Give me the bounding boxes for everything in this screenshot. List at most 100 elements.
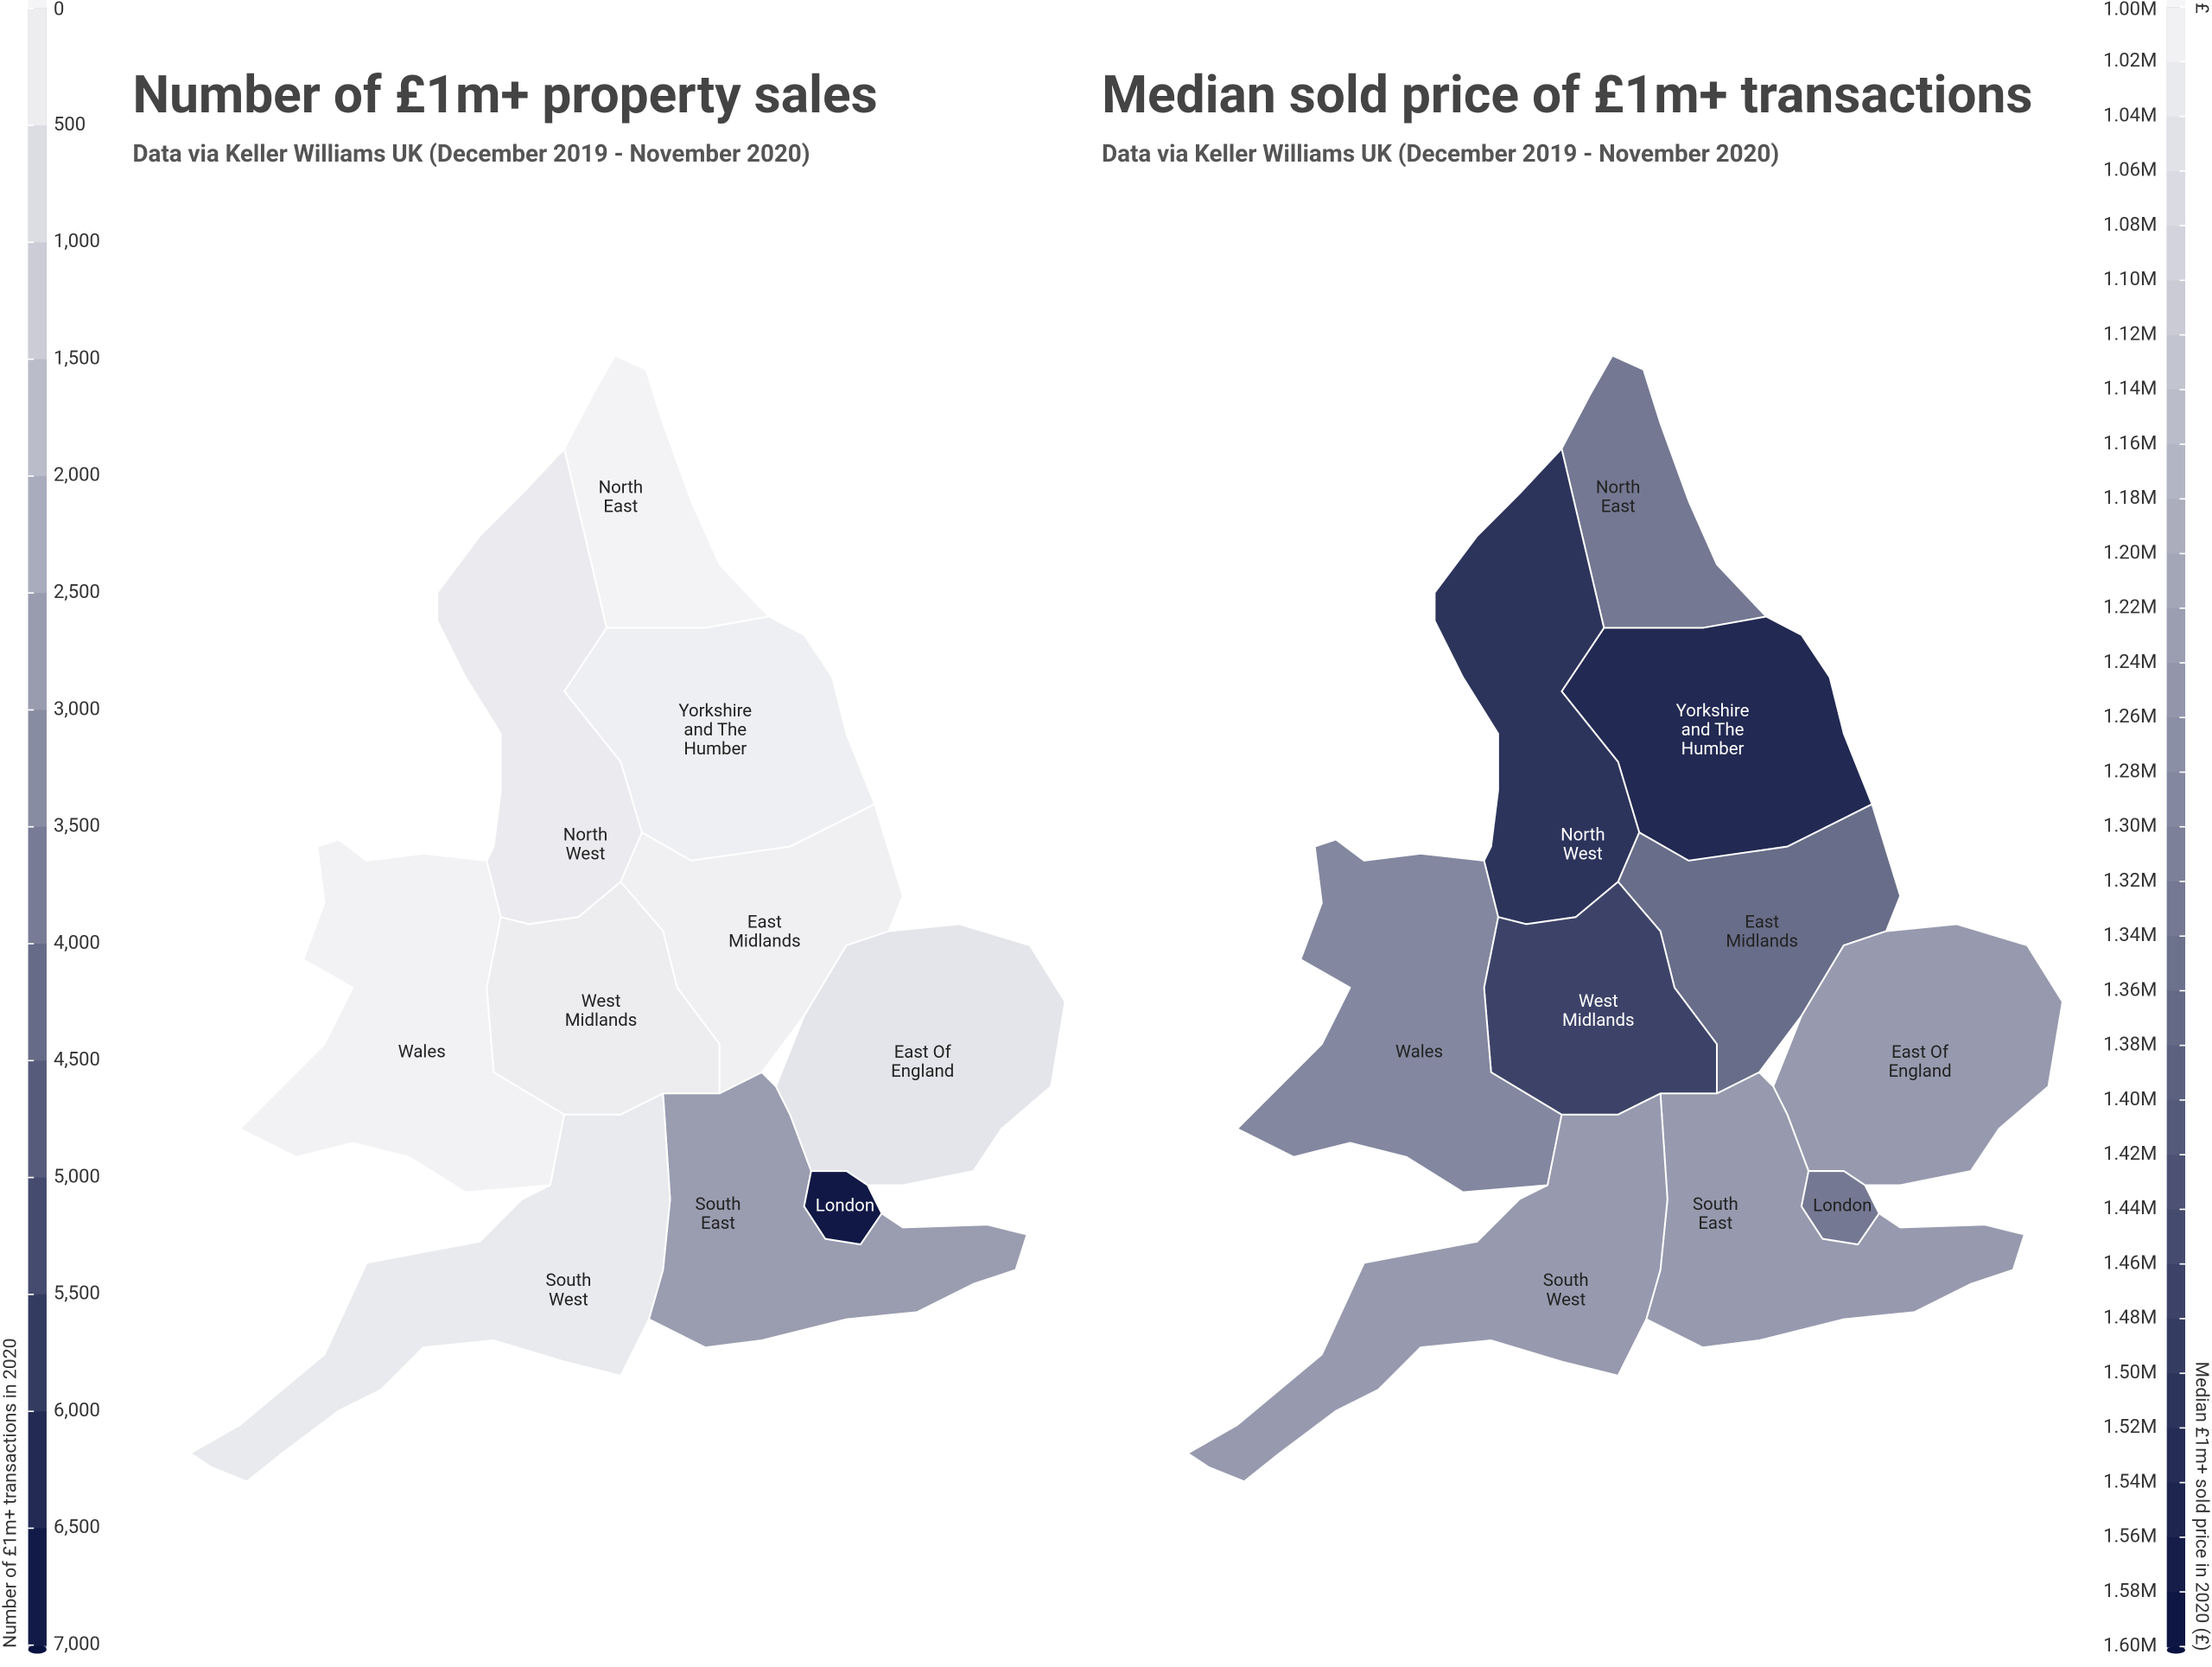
region (1645, 1071, 2025, 1349)
legend-band (2166, 1209, 2185, 1265)
legend-tick-label: 1.26M (2103, 706, 2157, 728)
legend-tick-label: 1.38M (2103, 1034, 2157, 1056)
legend-band (2166, 936, 2185, 992)
region-label: Humber (683, 738, 747, 759)
legend-tick-label: 1.16M (2103, 433, 2157, 455)
region-label: South (696, 1193, 741, 1214)
legend-band (28, 1294, 47, 1412)
region-label: Midlands (728, 931, 801, 951)
legend-tick-label: 0 (54, 0, 64, 20)
legend-tick-label: 1.48M (2103, 1308, 2157, 1329)
legend-band (2166, 280, 2185, 336)
region-label: East Of (894, 1041, 952, 1062)
legend-tick-label: 1.60M (2103, 1635, 2157, 1657)
legend-band (2166, 717, 2185, 773)
region-label: West (582, 990, 621, 1011)
region-label: West (1563, 843, 1603, 863)
region-label: and The (1681, 719, 1745, 740)
legend-tick-label: 1.42M (2103, 1143, 2157, 1165)
region-label: East (747, 912, 782, 932)
region-label: East (701, 1212, 735, 1233)
region-label: Midlands (565, 1009, 638, 1030)
region-label: West (566, 843, 606, 863)
legend-tick-label: 5,500 (54, 1283, 100, 1305)
legend-tick-label: 1,000 (54, 231, 100, 252)
legend-band (28, 125, 47, 244)
legend-tick-label: 1.56M (2103, 1526, 2157, 1548)
legend-band (28, 0, 47, 9)
legend-band (2166, 170, 2185, 226)
legend-tick-label: 1.34M (2103, 925, 2157, 946)
legend-band (28, 1060, 47, 1179)
legend-tick-label: 1.20M (2103, 542, 2157, 563)
legend-tick-label: 6,000 (54, 1400, 100, 1422)
legend-band (28, 1645, 47, 1654)
legend-band (28, 1528, 47, 1646)
region-label: West (549, 1288, 588, 1309)
legend-band (2166, 1263, 2185, 1320)
region-label: North (563, 824, 608, 844)
legend-band (2166, 990, 2185, 1047)
region (1186, 1092, 1669, 1483)
legend-band (2166, 61, 2185, 118)
region-label: East (1698, 1212, 1732, 1233)
legend-band (28, 1411, 47, 1530)
region-label: England (1888, 1060, 1951, 1081)
legend-tick-label: 1.44M (2103, 1198, 2157, 1219)
legend-tick-label: 3,000 (54, 698, 100, 720)
region-label: London (1813, 1194, 1872, 1215)
legend-band (2166, 1155, 2185, 1211)
legend-band (2166, 553, 2185, 609)
legend-tick-label: 1,500 (54, 347, 100, 369)
legend-tick-label: 2,000 (54, 465, 100, 487)
legend-tick-label: 1.54M (2103, 1471, 2157, 1492)
region-label: East (1745, 912, 1779, 932)
legend-band (2166, 881, 2185, 938)
region (189, 1092, 671, 1483)
legend-band (28, 1177, 47, 1295)
legend-tick-label: 1.02M (2103, 50, 2157, 72)
legend-band (2166, 1537, 2185, 1593)
legend-band (2166, 389, 2185, 445)
region-label: South (1693, 1193, 1738, 1214)
region-label: South (546, 1269, 592, 1290)
region-label: West (1579, 990, 1618, 1011)
map-title: Number of £1m+ property sales (132, 64, 877, 125)
region-label: England (891, 1060, 954, 1081)
map-subtitle: Data via Keller Williams UK (December 20… (132, 139, 810, 168)
region (1236, 838, 1563, 1193)
region-label: South (1543, 1269, 1589, 1290)
region-label: North (599, 477, 644, 498)
legend-tick-label: 3,500 (54, 816, 100, 837)
region-label: and The (683, 719, 747, 740)
legend-band (2166, 226, 2185, 282)
legend-unit: £ (2190, 3, 2212, 13)
region (238, 838, 566, 1193)
legend-band (2166, 1045, 2185, 1101)
legend-band (2166, 1428, 2185, 1484)
legend-band (2166, 1099, 2185, 1155)
region-label: Yorkshire (1676, 700, 1750, 721)
region-label: Midlands (1726, 931, 1798, 951)
legend-band (28, 826, 47, 945)
legend-band (28, 242, 47, 360)
legend-band (2166, 0, 2185, 8)
legend-band (2166, 663, 2185, 719)
legend-tick-label: 500 (54, 114, 86, 136)
legend-tick-label: 1.28M (2103, 760, 2157, 782)
legend-band (28, 475, 47, 595)
legend-band (2166, 826, 2185, 882)
legend-title: Number of £1m+ transactions in 2020 (0, 1338, 22, 1648)
legend-band (28, 944, 47, 1062)
legend-band (28, 593, 47, 711)
legend-tick-label: 4,500 (54, 1049, 100, 1071)
region-label: East (1601, 496, 1636, 517)
legend-tick-label: 5,000 (54, 1166, 100, 1187)
legend-band (2166, 334, 2185, 391)
legend-band (2166, 116, 2185, 172)
legend-tick-label: 1.14M (2103, 379, 2157, 400)
legend-band (2166, 444, 2185, 500)
legend-tick-label: 4,000 (54, 932, 100, 954)
